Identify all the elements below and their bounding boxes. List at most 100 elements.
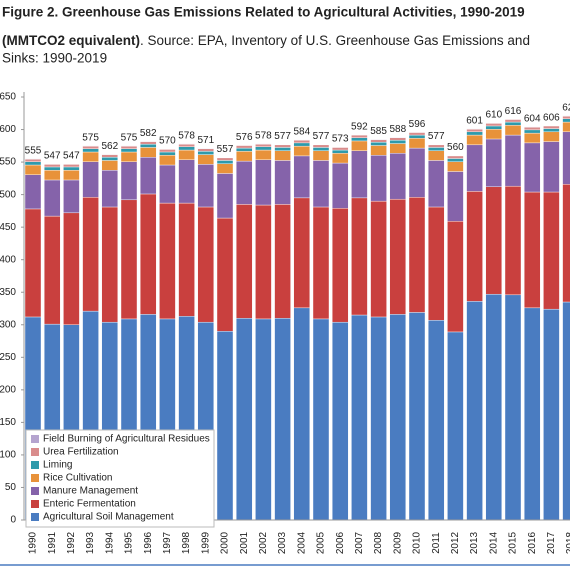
bar-segment: [24, 208, 42, 318]
bar-segment: [543, 141, 560, 193]
bar-segment: [274, 204, 291, 319]
bar-segment: [504, 294, 522, 521]
legend-swatch: [31, 487, 39, 495]
bar-segment: [82, 148, 99, 153]
x-tick-label: 1993: [85, 531, 96, 554]
bar-segment: [466, 144, 483, 192]
chart-subtitle-2: Sinks: 1990-2019: [2, 51, 107, 66]
total-label: 577: [274, 131, 291, 142]
total-label: 577: [428, 131, 445, 142]
legend-swatch: [31, 448, 39, 456]
x-tick-label: 2013: [469, 531, 480, 554]
subtitle-source: . Source: EPA, Inventory of U.S. Greenho…: [140, 33, 530, 48]
bar-segment: [389, 153, 406, 200]
bar-segment: [255, 143, 272, 147]
legend-label: Agricultural Soil Management: [43, 512, 174, 523]
bar-segment: [312, 318, 330, 521]
bar-segment: [216, 160, 234, 164]
bar-segment: [562, 118, 570, 123]
bar-segment: [485, 123, 502, 127]
bar-segment: [408, 197, 426, 313]
x-tick-label: 2000: [220, 531, 231, 554]
bar-segment: [504, 119, 522, 123]
x-tick-label: 2002: [258, 531, 269, 554]
bar-segment: [235, 204, 253, 319]
bar-segment: [235, 160, 253, 205]
bar-segment: [197, 151, 215, 155]
bar-segment: [332, 208, 349, 323]
bar-segment: [562, 121, 570, 133]
bar-segment: [447, 158, 464, 162]
total-label: 584: [293, 127, 310, 138]
bar-segment: [370, 139, 387, 143]
bar-segment: [370, 316, 387, 521]
bar-segment: [255, 318, 272, 521]
total-label: 621: [562, 103, 570, 114]
legend-swatch: [31, 461, 39, 469]
bar-segment: [274, 144, 291, 148]
legend-swatch: [31, 435, 39, 443]
bar-segment: [101, 170, 119, 208]
bar-segment: [466, 131, 483, 136]
bar-segment: [389, 137, 406, 141]
bar-segment: [24, 158, 42, 162]
bar-segment: [428, 150, 445, 161]
bar-segment: [351, 197, 368, 316]
bar-segment: [524, 307, 541, 521]
x-tick-label: 2005: [316, 531, 327, 554]
bar-segment: [562, 301, 570, 521]
total-label: 570: [159, 136, 176, 147]
bar-segment: [428, 320, 445, 521]
bar-segment: [255, 204, 272, 320]
bar-segment: [408, 138, 426, 149]
x-tick-label: 1991: [47, 531, 58, 554]
bar-segment: [389, 314, 406, 521]
x-tick-label: 1994: [104, 531, 115, 554]
bar-segment: [562, 184, 570, 303]
bar-segment: [82, 161, 99, 198]
x-tick-label: 2004: [296, 531, 307, 554]
total-label: 573: [332, 134, 349, 145]
bar-segment: [139, 193, 157, 315]
bar-segment: [159, 202, 176, 320]
x-tick-label: 1992: [66, 531, 77, 554]
bar-segment: [44, 164, 61, 168]
x-tick-label: 2017: [546, 531, 557, 554]
x-tick-label: 2009: [392, 531, 403, 554]
bar-segment: [524, 132, 541, 144]
bar-segment: [428, 147, 445, 151]
bar-segment: [293, 155, 310, 199]
bar-segment: [216, 217, 234, 332]
bar-segment: [351, 314, 368, 521]
bar-segment: [351, 150, 368, 199]
total-label: 578: [178, 130, 195, 141]
bar-segment: [293, 142, 310, 147]
legend-label: Manure Management: [43, 486, 138, 497]
bar-segment: [197, 148, 215, 152]
x-tick-label: 2008: [373, 531, 384, 554]
y-tick-label: 50: [5, 482, 17, 493]
bar-segment: [101, 160, 119, 171]
bar-segment: [293, 140, 310, 144]
total-label: 588: [389, 124, 406, 135]
bar-segment: [178, 202, 195, 317]
bar-segment: [216, 331, 234, 521]
x-tick-label: 2016: [527, 531, 538, 554]
legend-swatch: [31, 500, 39, 508]
bar-segment: [274, 318, 291, 521]
bar-segment: [63, 212, 80, 325]
x-tick-label: 1990: [28, 531, 39, 554]
bar-segment: [293, 145, 310, 157]
total-label: 582: [140, 128, 157, 139]
x-tick-label: 1997: [162, 531, 173, 554]
bar-segment: [408, 147, 426, 198]
x-tick-label: 2012: [450, 531, 461, 554]
bar-segment: [24, 161, 42, 166]
x-tick-label: 2007: [354, 531, 365, 554]
bar-segment: [235, 318, 253, 521]
bar-segment: [44, 179, 61, 217]
total-label: 585: [370, 126, 387, 137]
bar-segment: [524, 142, 541, 193]
bar-segment: [312, 147, 330, 151]
total-label: 575: [121, 132, 138, 143]
